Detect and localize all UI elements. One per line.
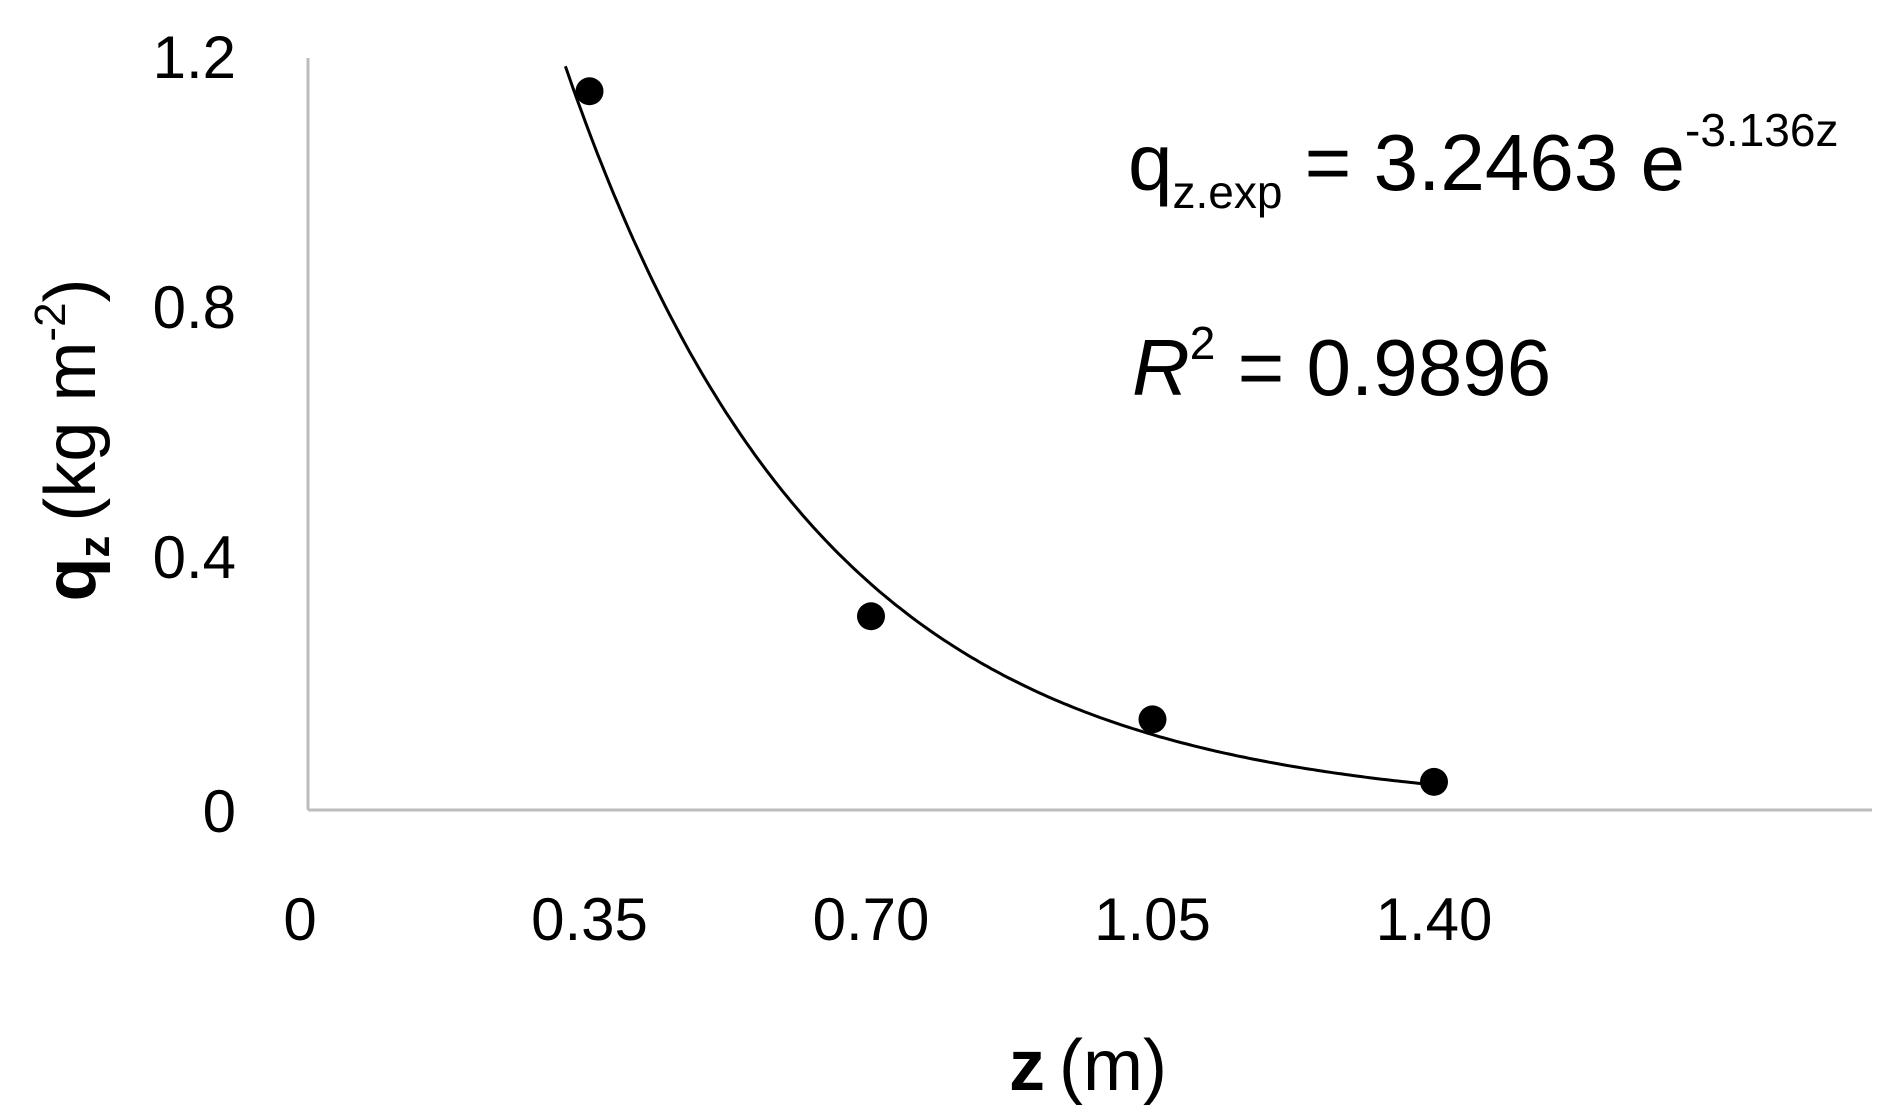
y-axis-label-subscript: z <box>70 536 119 558</box>
x-tick-label: 1.40 <box>1376 886 1493 953</box>
y-tick-label: 0.4 <box>153 524 236 591</box>
y-tick-labels: 0 0.4 0.8 1.2 <box>153 24 236 845</box>
data-points <box>575 77 1448 796</box>
equation-rhs: = 3.2463 e <box>1282 118 1685 207</box>
x-tick-label: 0 <box>283 886 316 953</box>
y-axis-label-unit-exponent: -2 <box>26 302 75 341</box>
x-tick-label: 1.05 <box>1094 886 1211 953</box>
x-tick-labels: 0 0.35 0.70 1.05 1.40 <box>283 886 1492 953</box>
r-squared-exponent: 2 <box>1190 317 1216 369</box>
equation-exponent: -3.136z <box>1685 104 1838 156</box>
x-tick-label: 0.70 <box>813 886 930 953</box>
y-tick-label: 0 <box>203 778 236 845</box>
x-tick-label: 0.35 <box>531 886 648 953</box>
equation-lhs-subscript: z.exp <box>1173 166 1283 218</box>
y-axis-label-unit: (kg m <box>31 342 111 522</box>
y-axis-label-main: q <box>31 558 111 602</box>
x-axis-label-unit: (m) <box>1059 1026 1167 1106</box>
y-axis-label: qz (kg m-2) <box>26 278 119 601</box>
r-squared: R2 = 0.9896 <box>1132 317 1551 412</box>
x-axis-label-main: z <box>1009 1026 1045 1106</box>
data-point <box>1420 767 1448 796</box>
equation-lhs: q <box>1128 118 1173 207</box>
fit-equation: qz.exp = 3.2463 e-3.136z <box>1128 104 1838 218</box>
data-point <box>857 602 885 631</box>
fit-curve <box>563 65 1435 787</box>
y-tick-label: 0.8 <box>153 274 236 341</box>
y-tick-label: 1.2 <box>153 24 236 91</box>
data-point <box>575 77 604 106</box>
y-axis-label-unit-close: ) <box>31 278 111 302</box>
data-point <box>1138 705 1167 734</box>
r-squared-value: = 0.9896 <box>1215 323 1551 412</box>
x-axis-label: z (m) <box>1009 1026 1167 1106</box>
r-symbol: R <box>1132 323 1190 412</box>
